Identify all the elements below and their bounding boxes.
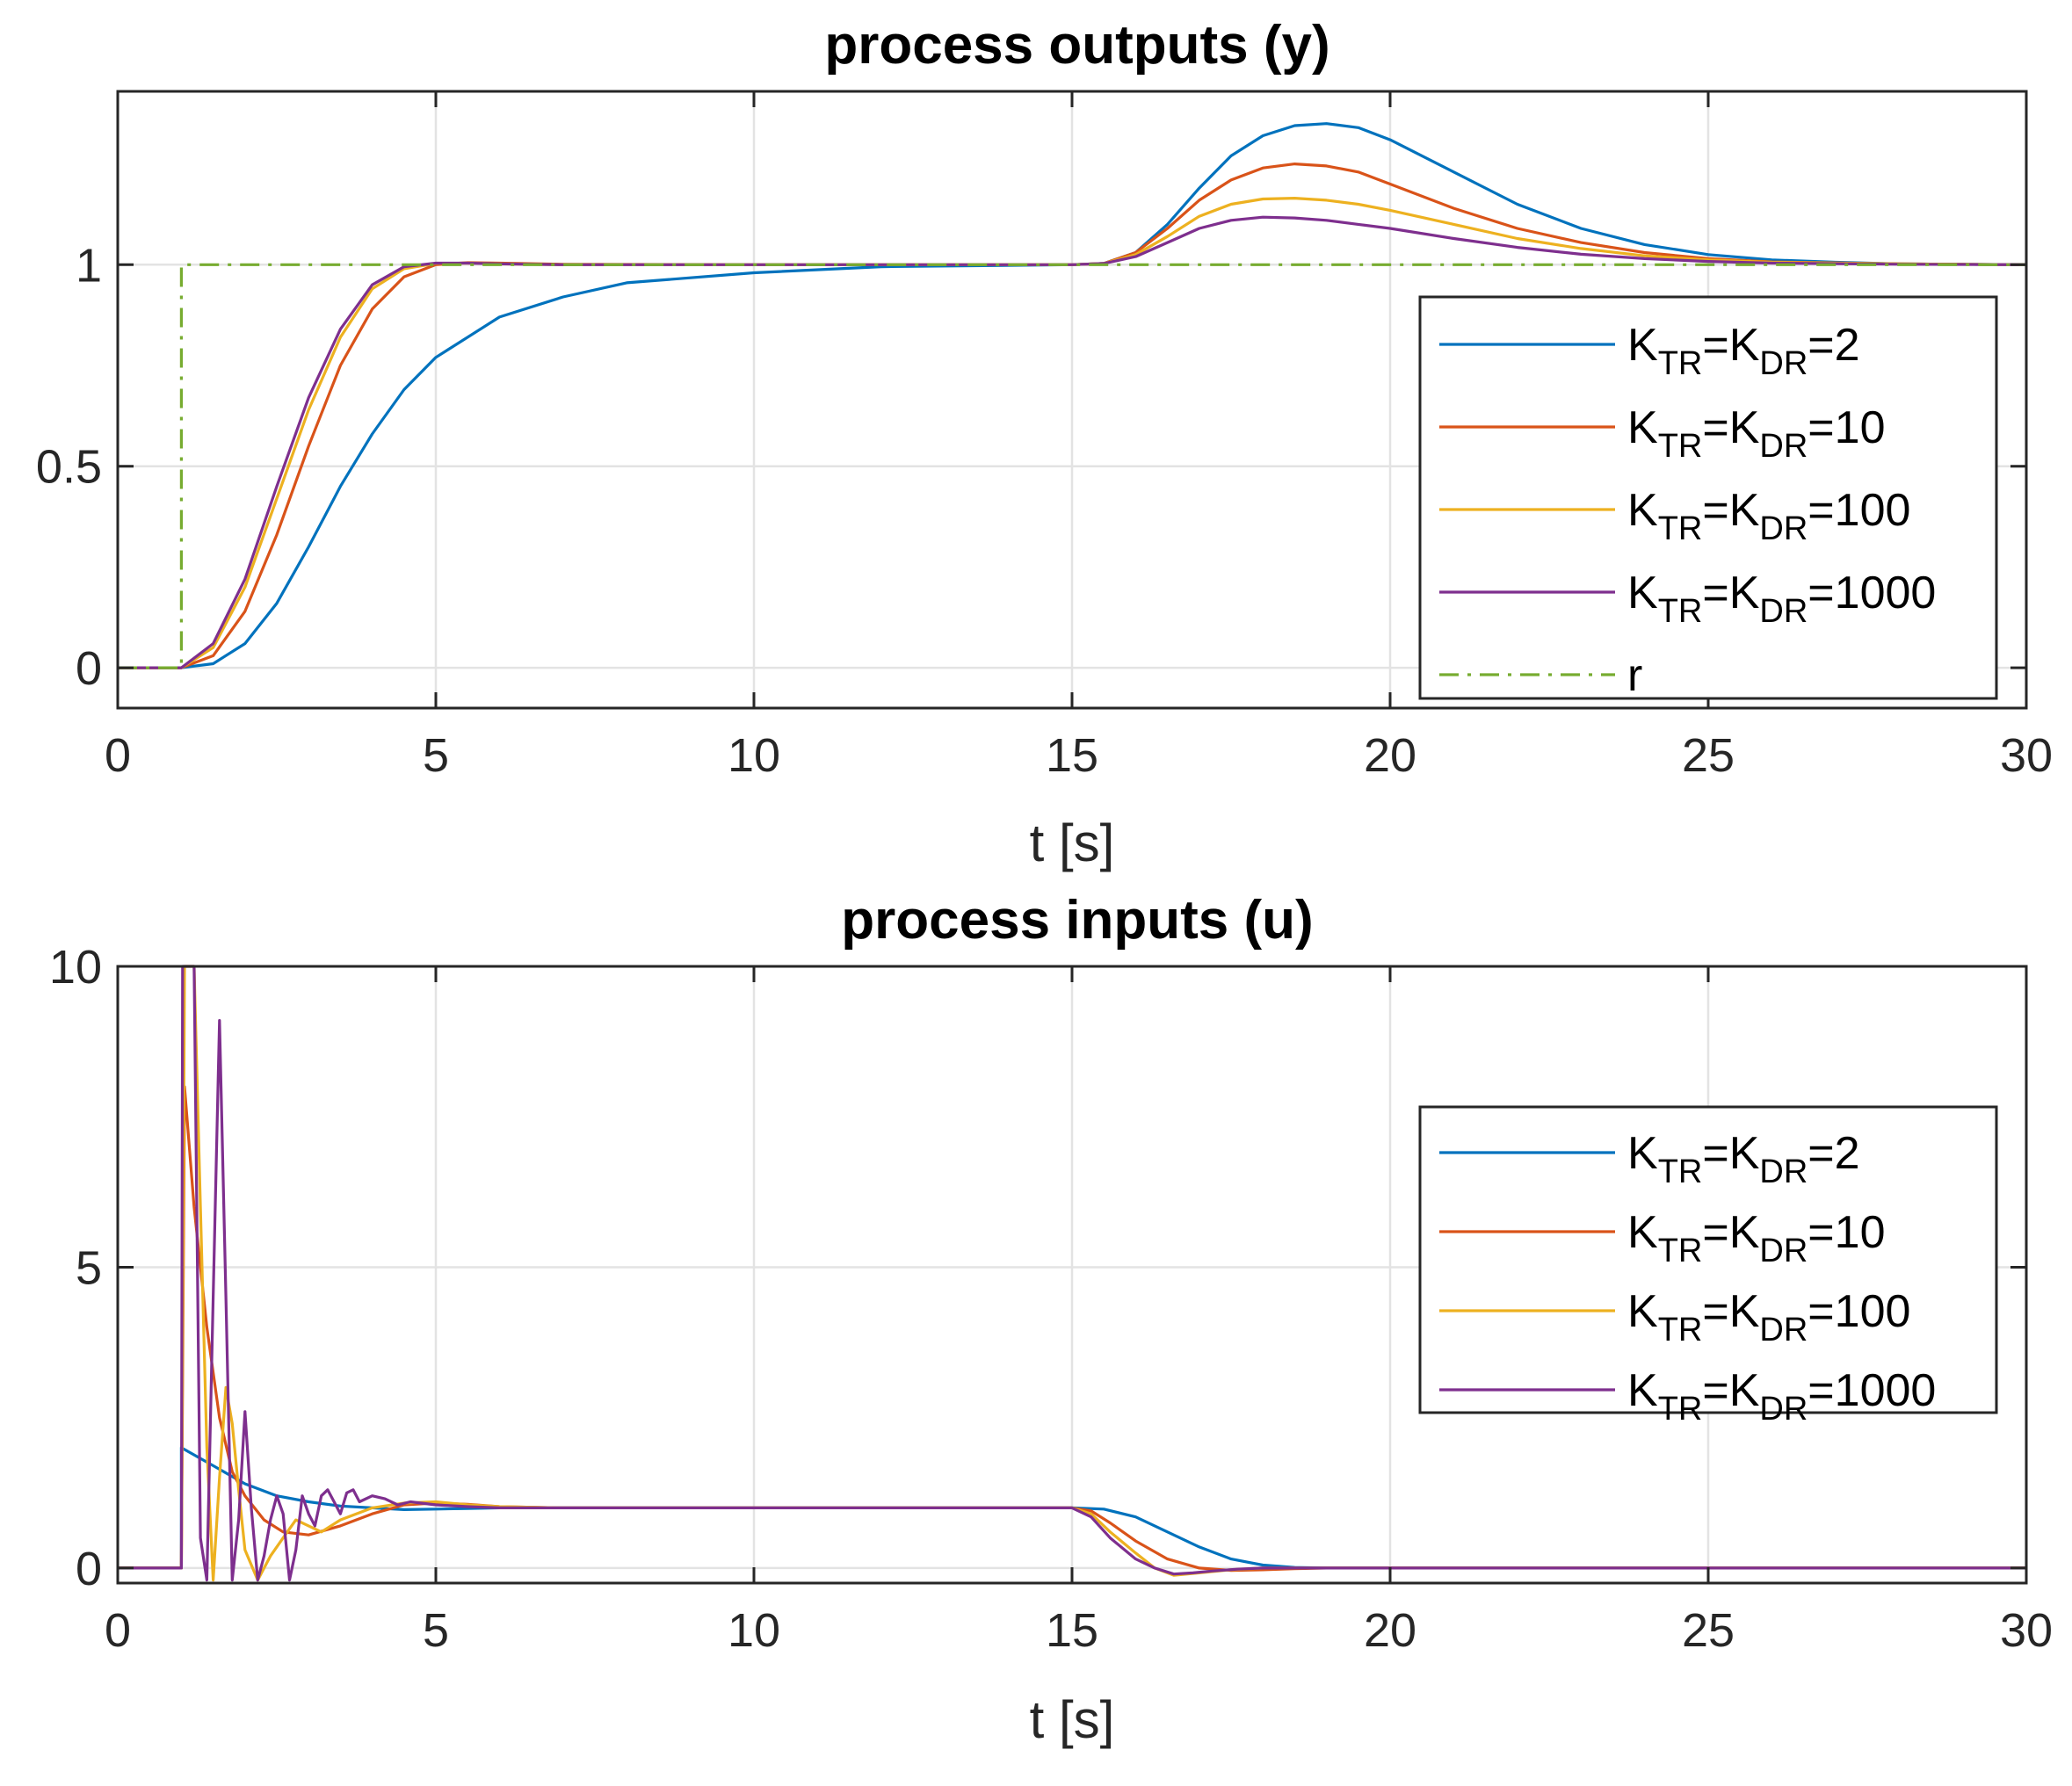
x-tick-label: 30 [2000,1604,2053,1657]
legend-label: KTR=KDR=100 [1627,485,1910,547]
series-line-1 [118,163,2027,669]
x-tick-label: 5 [423,1604,449,1657]
series-line-3 [118,965,2026,1582]
y-tick-label: 0 [76,642,102,695]
outputs-series-lines [116,91,2028,708]
legend-label: KTR=KDR=10 [1627,1207,1886,1269]
inputs-axes-box [116,965,2028,1585]
y-tick-label: 5 [76,1241,102,1294]
inputs-legend: KTR=KDR=2 KTR=KDR=10 KTR=KDR=100 KTR=KDR=10… [1418,1105,1998,1428]
legend-label: KTR=KDR=1000 [1627,568,1936,630]
x-tick-label: 15 [1046,729,1098,782]
series-line-3 [118,215,2027,669]
inputs-x-tick-labels: 0 5 10 15 20 25 30 [105,1604,2053,1657]
x-tick-label: 20 [1364,729,1416,782]
legend-label: KTR=KDR=10 [1627,402,1886,465]
x-tick-label: 15 [1046,1604,1098,1657]
legend-box [1418,295,1998,700]
legend-label: KTR=KDR=100 [1627,1286,1910,1349]
series-line-2 [118,197,2027,669]
outputs-x-axis-label: t [s] [1030,813,1115,872]
x-tick-label: 30 [2000,729,2053,782]
outputs-chart-title: process outputs (y) [824,15,1329,76]
outputs-legend: KTR=KDR=2 KTR=KDR=10 KTR=KDR=100 KTR=KDR=10… [1418,295,1998,701]
inputs-x-axis-label: t [s] [1030,1690,1115,1749]
x-tick-label: 5 [423,729,449,782]
x-tick-label: 10 [728,1604,780,1657]
inputs-chart: process inputs (u) 0 5 10 15 20 25 30 0 5 10 t [… [49,890,2053,1749]
y-tick-label: 10 [49,941,102,994]
outputs-x-tick-labels: 0 5 10 15 20 25 30 [105,729,2053,782]
y-tick-label: 0.5 [36,441,102,494]
outputs-axes-box [116,90,2028,710]
series-line-4 [118,263,2026,669]
x-tick-label: 10 [728,729,780,782]
legend-label: r [1627,650,1642,701]
legend-label: KTR=KDR=1000 [1627,1365,1936,1428]
x-tick-label: 20 [1364,1604,1416,1657]
outputs-chart: process outputs (y) 0 5 10 15 20 25 30 00.51 t… [36,15,2053,872]
x-tick-label: 0 [105,1604,131,1657]
x-tick-label: 25 [1682,729,1735,782]
legend-label: KTR=KDR=2 [1627,320,1860,382]
inputs-chart-title: process inputs (u) [841,890,1313,951]
y-tick-label: 1 [76,239,102,292]
inputs-y-tick-labels: 0 5 10 [49,941,102,1595]
legend-label: KTR=KDR=2 [1627,1128,1860,1190]
x-tick-label: 0 [105,729,131,782]
x-tick-label: 25 [1682,1604,1735,1657]
y-tick-label: 0 [76,1543,102,1595]
outputs-y-tick-labels: 00.51 [36,239,102,695]
legend-box [1418,1105,1998,1414]
